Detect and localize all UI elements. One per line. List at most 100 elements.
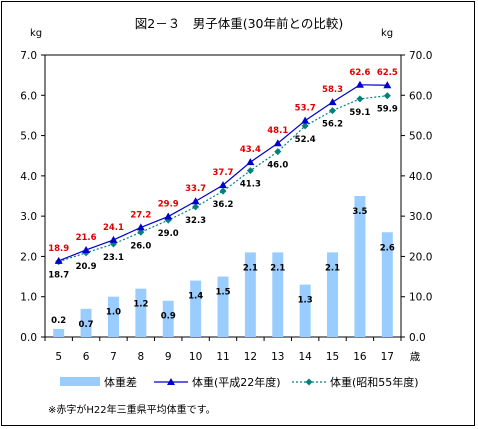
marker-s55: [329, 107, 337, 115]
bar-weight-diff: [53, 328, 65, 337]
left-tick-label: 0.0: [20, 332, 37, 344]
legend-marker-h22: [167, 378, 175, 385]
right-tick-label: 20.0: [409, 251, 432, 263]
bar-weight-diff: [107, 296, 119, 337]
label-h22: 21.6: [76, 233, 97, 243]
label-s55: 59.1: [349, 108, 370, 118]
bar-weight-diff: [162, 300, 174, 337]
bar-label: 2.1: [270, 263, 285, 273]
x-tick-label: 13: [271, 351, 284, 363]
bar-label: 0.9: [161, 312, 176, 322]
left-tick-label: 2.0: [20, 251, 37, 263]
label-s55: 52.4: [295, 135, 316, 145]
label-h22: 62.5: [377, 68, 398, 78]
label-h22: 37.7: [213, 168, 234, 178]
marker-h22: [246, 158, 255, 166]
label-h22: 24.1: [103, 223, 124, 233]
left-tick-label: 3.0: [20, 211, 37, 223]
label-s55: 46.0: [267, 161, 288, 171]
legend-label-bar: 体重差: [104, 375, 137, 389]
bar-weight-diff: [244, 252, 256, 337]
left-tick-label: 7.0: [20, 50, 37, 62]
x-tick-label: 8: [138, 351, 145, 363]
label-s55: 36.2: [213, 200, 234, 210]
footnote: ※赤字がH22年三重県平均体重です。: [48, 403, 216, 416]
legend: 体重差 体重(平成22年度) 体重(昭和55年度): [60, 375, 419, 389]
x-tick-label: 9: [165, 351, 172, 363]
x-tick-label: 17: [381, 351, 394, 363]
label-h22: 29.9: [158, 200, 179, 210]
right-tick-label: 30.0: [409, 211, 432, 223]
marker-h22: [54, 256, 63, 264]
bar-weight-diff: [272, 252, 284, 337]
legend-label-h22: 体重(平成22年度): [192, 375, 281, 389]
bar-weight-diff: [217, 276, 229, 337]
bar-label: 1.3: [298, 296, 313, 306]
label-s55: 29.0: [158, 229, 179, 239]
x-tick-label: 15: [326, 351, 339, 363]
label-h22: 18.9: [48, 244, 69, 254]
x-tick-label: 16: [353, 351, 367, 363]
chart-title: 図2－３ 男子体重(30年前との比較): [135, 16, 344, 31]
label-s55: 59.9: [377, 105, 398, 115]
x-axis-suffix: 歳: [410, 351, 421, 363]
marker-h22: [383, 81, 392, 89]
label-h22: 27.2: [130, 210, 151, 220]
right-tick-label: 40.0: [409, 171, 432, 183]
label-s55: 32.3: [185, 216, 206, 226]
x-tick-label: 14: [298, 351, 312, 363]
left-tick-label: 4.0: [20, 171, 37, 183]
label-h22: 48.1: [267, 126, 288, 136]
marker-s55: [274, 148, 282, 156]
marker-h22: [82, 245, 91, 253]
label-s55: 41.3: [240, 180, 261, 190]
left-unit-label: kg: [30, 28, 42, 39]
left-tick-label: 5.0: [20, 131, 37, 143]
legend-swatch-bar: [60, 377, 100, 386]
right-tick-label: 0.0: [409, 332, 426, 344]
x-tick-label: 12: [244, 351, 257, 363]
left-tick-label: 6.0: [20, 90, 37, 102]
marker-h22: [164, 212, 173, 220]
marker-h22: [136, 223, 145, 231]
legend-label-s55: 体重(昭和55年度): [330, 375, 419, 389]
bar-label: 2.6: [380, 243, 395, 253]
bar-weight-diff: [190, 280, 202, 337]
label-h22: 53.7: [295, 104, 316, 114]
legend-marker-s55: [305, 378, 313, 386]
label-h22: 58.3: [322, 85, 343, 95]
bar-label: 1.0: [106, 308, 121, 318]
bar-weight-diff: [135, 288, 147, 337]
label-h22: 62.6: [349, 68, 370, 78]
bar-label: 1.2: [133, 300, 148, 310]
plot-area: 0.0 0.01.0 10.02.0 20.03.0 30.04.0 40.05.0 50.…: [20, 50, 432, 363]
right-tick-label: 60.0: [409, 90, 432, 102]
bar-label: 2.1: [325, 263, 340, 273]
marker-s55: [383, 92, 391, 100]
right-unit-label: kg: [381, 28, 393, 39]
marker-h22: [109, 235, 118, 243]
x-tick-label: 6: [83, 351, 90, 363]
label-s55: 18.7: [48, 271, 69, 281]
label-s55: 23.1: [103, 253, 124, 263]
bar-label: 1.5: [215, 288, 230, 298]
label-h22: 43.4: [240, 145, 261, 155]
marker-h22: [273, 139, 282, 147]
x-tick-label: 5: [55, 351, 62, 363]
bar-label: 0.2: [51, 316, 66, 326]
x-tick-label: 10: [189, 351, 202, 363]
bar-weight-diff: [381, 232, 393, 337]
marker-s55: [192, 203, 200, 211]
bar-weight-diff: [327, 252, 339, 337]
bar-weight-diff: [299, 284, 311, 337]
marker-h22: [355, 80, 364, 88]
marker-h22: [328, 98, 337, 106]
marker-h22: [219, 181, 227, 189]
marker-s55: [246, 167, 254, 175]
marker-s55: [219, 187, 227, 195]
x-tick-label: 11: [216, 351, 229, 363]
label-s55: 20.9: [76, 262, 97, 272]
marker-s55: [137, 228, 145, 236]
label-s55: 26.0: [130, 241, 151, 251]
